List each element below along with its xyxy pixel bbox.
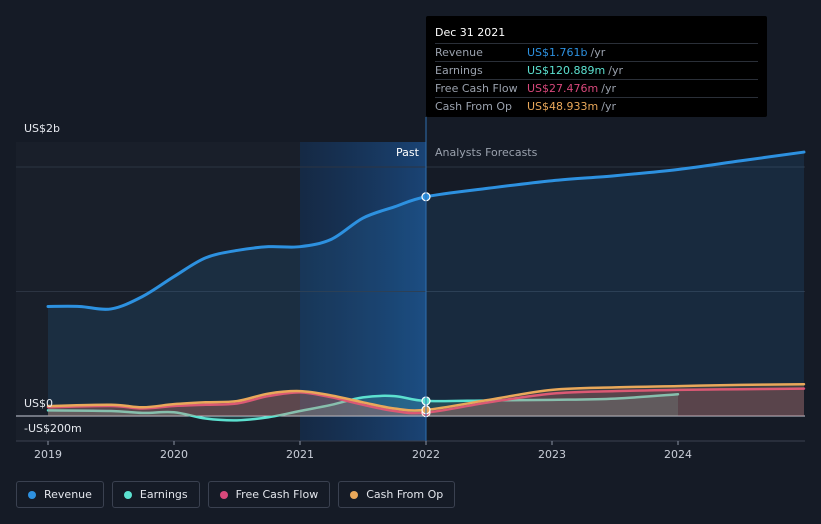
- tooltip-name: Revenue: [435, 46, 483, 59]
- legend-dot-icon: [123, 490, 132, 499]
- legend-item-revenue[interactable]: Revenue: [16, 481, 104, 508]
- tooltip-value: US$1.761b: [527, 46, 588, 59]
- tooltip-row-earnings: Earnings US$120.889m /yr: [435, 61, 758, 79]
- y-label-top: US$2b: [24, 122, 61, 135]
- legend-item-cash-from-op[interactable]: Cash From Op: [338, 481, 456, 508]
- series-line-cash-from-op: [46, 383, 806, 412]
- legend-dot-icon: [28, 490, 36, 499]
- legend-label: Cash From Op: [366, 488, 444, 501]
- past-label: Past: [396, 146, 419, 159]
- x-tick-label: 2022: [412, 448, 440, 461]
- legend-label: Earnings: [139, 488, 188, 501]
- tooltip-row-free-cash-flow: Free Cash Flow US$27.476m /yr: [435, 79, 758, 97]
- series-line-earnings: [46, 392, 680, 422]
- tooltip-name: Free Cash Flow: [435, 82, 518, 95]
- legend-dot-icon: [219, 490, 228, 499]
- y-label-bottom: -US$200m: [24, 422, 82, 435]
- tooltip: Dec 31 2021 Revenue US$1.761b /yr Earnin…: [426, 16, 767, 117]
- x-tick-label: 2021: [286, 448, 314, 461]
- tooltip-date: Dec 31 2021: [435, 26, 506, 39]
- tooltip-unit: /yr: [601, 100, 616, 113]
- y-label-zero: US$0: [24, 397, 54, 410]
- legend-item-earnings[interactable]: Earnings: [111, 481, 200, 508]
- tooltip-value: US$27.476m: [527, 82, 599, 95]
- legend: Revenue Earnings Free Cash Flow Cash Fro…: [16, 481, 456, 508]
- tooltip-row-revenue: Revenue US$1.761b /yr: [435, 43, 758, 61]
- tooltip-unit: /yr: [608, 64, 623, 77]
- tooltip-name: Cash From Op: [435, 100, 513, 113]
- legend-label: Free Cash Flow: [235, 488, 319, 501]
- x-tick-label: 2024: [664, 448, 692, 461]
- series-line-free-cash-flow: [46, 387, 806, 415]
- tooltip-value: US$120.889m: [527, 64, 606, 77]
- tooltip-unit: /yr: [601, 82, 616, 95]
- series-area-cash-from-op: [48, 384, 804, 416]
- series-area-free-cash-flow: [48, 388, 804, 416]
- x-tick-label: 2023: [538, 448, 566, 461]
- x-tick-label: 2020: [160, 448, 188, 461]
- tooltip-unit: /yr: [590, 46, 606, 59]
- series-line-revenue: [46, 150, 806, 311]
- tooltip-value: US$48.933m: [527, 100, 599, 113]
- legend-dot-icon: [350, 490, 359, 499]
- tooltip-row-cash-from-op: Cash From Op US$48.933m /yr: [435, 97, 758, 115]
- x-tick-label: 2019: [34, 448, 62, 461]
- tooltip-name: Earnings: [435, 64, 483, 77]
- legend-item-free-cash-flow[interactable]: Free Cash Flow: [207, 481, 331, 508]
- legend-label: Revenue: [44, 488, 92, 501]
- forecast-label: Analysts Forecasts: [435, 146, 538, 159]
